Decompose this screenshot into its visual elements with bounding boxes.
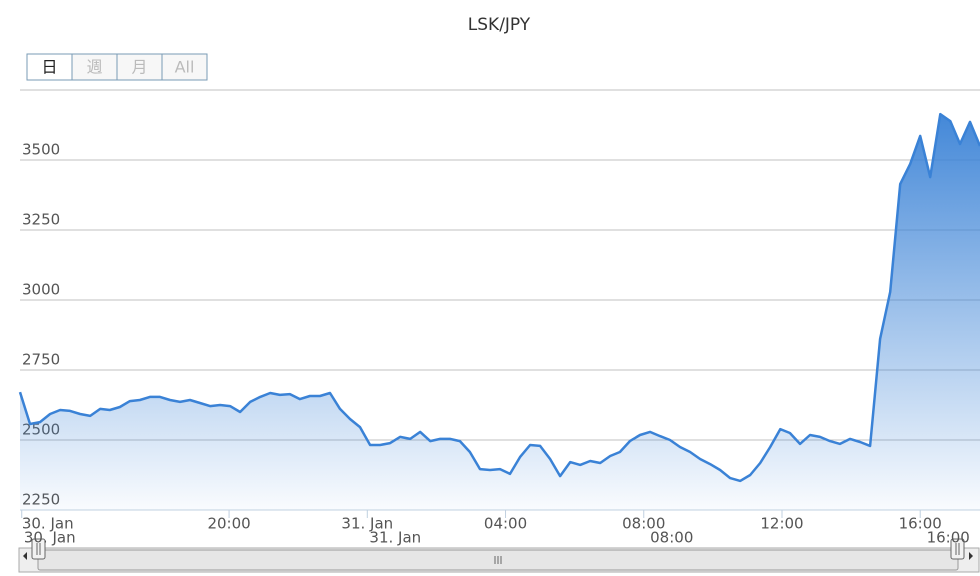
range-button-label[interactable]: 週 [86, 58, 102, 77]
scrollbar-grip [494, 556, 502, 564]
chart-title: LSK/JPY [468, 15, 531, 35]
range-button[interactable] [161, 53, 208, 81]
range-button-label[interactable]: 月 [131, 58, 147, 77]
y-tick-label: 3000 [22, 281, 60, 299]
y-tick-label: 3250 [22, 211, 60, 229]
navigator-tick-label: 30. Jan [24, 529, 76, 547]
navigator: 30. Jan 31. Jan 08:00 16:00 [18, 529, 980, 573]
x-tick-label: 31. Jan [341, 515, 393, 533]
x-tick-label: 12:00 [760, 515, 803, 533]
y-tick-label: 2750 [22, 351, 60, 369]
plot-area: 22502500275030003250350030. Jan20:0031. … [18, 112, 980, 533]
price-line [18, 112, 980, 483]
navigator-tick-label: 16:00 [927, 529, 970, 547]
x-tick-label: 30. Jan [22, 515, 74, 533]
navigator-tick-label: 31. Jan [369, 529, 421, 547]
range-selector: 日 週 月 All [26, 53, 208, 81]
y-tick-label: 3500 [22, 141, 60, 159]
navigator-handle[interactable] [31, 538, 46, 560]
range-button[interactable] [116, 53, 163, 81]
range-button[interactable] [71, 53, 118, 81]
range-button-label[interactable]: All [175, 58, 195, 77]
x-tick-label: 04:00 [484, 515, 527, 533]
scroll-left-arrow[interactable] [23, 552, 27, 560]
x-tick-label: 16:00 [899, 515, 942, 533]
navigator-tick-label: 08:00 [650, 529, 693, 547]
range-button-label[interactable]: 日 [41, 58, 57, 77]
area-fill [20, 114, 980, 510]
navigator-handle[interactable] [950, 538, 965, 560]
x-tick-label: 20:00 [207, 515, 250, 533]
scroll-right-arrow[interactable] [969, 552, 973, 560]
x-tick-label: 08:00 [622, 515, 665, 533]
